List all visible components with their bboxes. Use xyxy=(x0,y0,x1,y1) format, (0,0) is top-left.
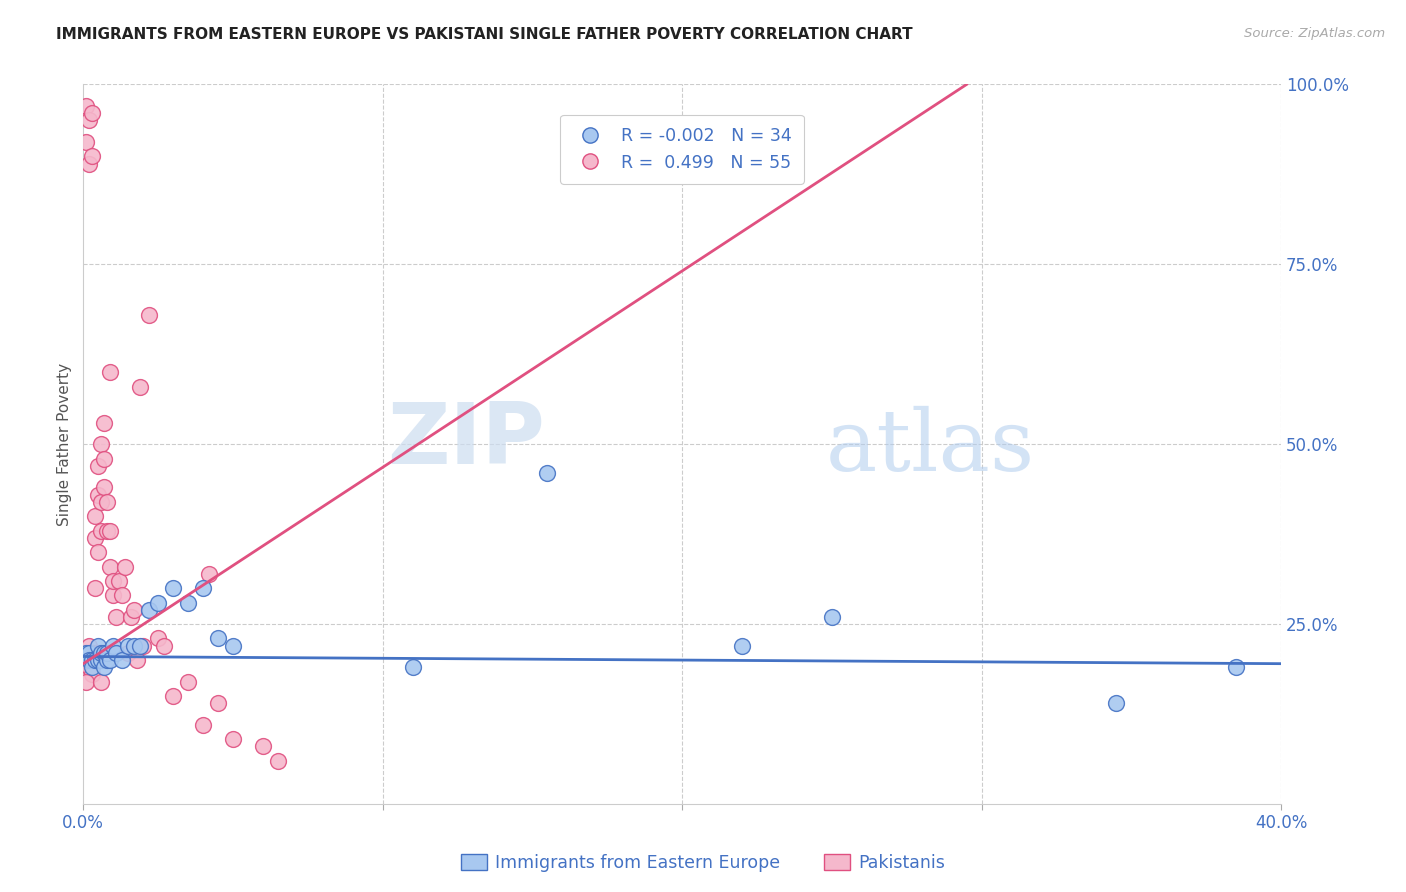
Point xyxy=(267,754,290,768)
Point xyxy=(122,603,145,617)
Legend: Immigrants from Eastern Europe, Pakistanis: Immigrants from Eastern Europe, Pakistan… xyxy=(454,847,952,879)
Point xyxy=(222,639,245,653)
Point xyxy=(129,639,152,653)
Point xyxy=(93,480,115,494)
Point xyxy=(96,495,118,509)
Point xyxy=(198,566,221,581)
Point xyxy=(1105,696,1128,710)
Point xyxy=(82,667,104,681)
Point xyxy=(96,653,118,667)
Point xyxy=(105,646,128,660)
Point xyxy=(177,595,200,609)
Point xyxy=(120,610,142,624)
Text: IMMIGRANTS FROM EASTERN EUROPE VS PAKISTANI SINGLE FATHER POVERTY CORRELATION CH: IMMIGRANTS FROM EASTERN EUROPE VS PAKIST… xyxy=(56,27,912,42)
Point xyxy=(114,559,136,574)
Point xyxy=(146,632,169,646)
Point xyxy=(75,135,97,149)
Point xyxy=(96,646,118,660)
Point xyxy=(82,106,104,120)
Point xyxy=(90,495,112,509)
Point xyxy=(129,379,152,393)
Point xyxy=(96,524,118,538)
Point xyxy=(87,458,110,473)
Point xyxy=(84,581,107,595)
Point xyxy=(87,545,110,559)
Point xyxy=(207,696,229,710)
Point xyxy=(77,639,100,653)
Point xyxy=(93,660,115,674)
Point xyxy=(90,524,112,538)
Point xyxy=(222,732,245,747)
Point xyxy=(401,660,423,674)
Text: Source: ZipAtlas.com: Source: ZipAtlas.com xyxy=(1244,27,1385,40)
Point xyxy=(103,639,125,653)
Point xyxy=(77,646,100,660)
Y-axis label: Single Father Poverty: Single Father Poverty xyxy=(58,363,72,525)
Point xyxy=(77,156,100,170)
Point xyxy=(177,674,200,689)
Point xyxy=(82,653,104,667)
Point xyxy=(207,632,229,646)
Point xyxy=(132,639,155,653)
Point xyxy=(536,466,558,480)
Point xyxy=(75,99,97,113)
Point xyxy=(191,718,214,732)
Point xyxy=(122,639,145,653)
Point xyxy=(1225,660,1247,674)
Point xyxy=(75,674,97,689)
Point xyxy=(98,365,121,379)
Point xyxy=(162,581,184,595)
Point xyxy=(98,524,121,538)
Point xyxy=(77,660,100,674)
Point xyxy=(87,646,110,660)
Text: ZIP: ZIP xyxy=(387,399,544,482)
Point xyxy=(90,437,112,451)
Point xyxy=(103,574,125,588)
Point xyxy=(84,531,107,545)
Point xyxy=(162,689,184,703)
Point xyxy=(87,639,110,653)
Point xyxy=(153,639,176,653)
Point xyxy=(103,588,125,602)
Point xyxy=(98,653,121,667)
Point xyxy=(77,653,100,667)
Point xyxy=(117,646,139,660)
Point xyxy=(146,595,169,609)
Point xyxy=(98,559,121,574)
Point xyxy=(87,653,110,667)
Text: atlas: atlas xyxy=(825,406,1035,490)
Point xyxy=(731,639,754,653)
Point xyxy=(93,646,115,660)
Point xyxy=(75,646,97,660)
Point xyxy=(93,416,115,430)
Point xyxy=(84,653,107,667)
Point xyxy=(84,646,107,660)
Point xyxy=(111,653,134,667)
Point xyxy=(191,581,214,595)
Point xyxy=(77,113,100,128)
Point xyxy=(82,653,104,667)
Point xyxy=(90,646,112,660)
Point xyxy=(111,588,134,602)
Point xyxy=(90,674,112,689)
Point xyxy=(75,653,97,667)
Point xyxy=(127,653,149,667)
Point xyxy=(87,487,110,501)
Point xyxy=(108,574,131,588)
Point xyxy=(82,149,104,163)
Point xyxy=(138,603,160,617)
Point xyxy=(84,509,107,524)
Point xyxy=(117,639,139,653)
Point xyxy=(252,739,274,754)
Legend: R = -0.002   N = 34, R =  0.499   N = 55: R = -0.002 N = 34, R = 0.499 N = 55 xyxy=(561,115,804,184)
Point xyxy=(93,451,115,466)
Point xyxy=(105,610,128,624)
Point xyxy=(821,610,844,624)
Point xyxy=(90,653,112,667)
Point xyxy=(138,308,160,322)
Point xyxy=(82,660,104,674)
